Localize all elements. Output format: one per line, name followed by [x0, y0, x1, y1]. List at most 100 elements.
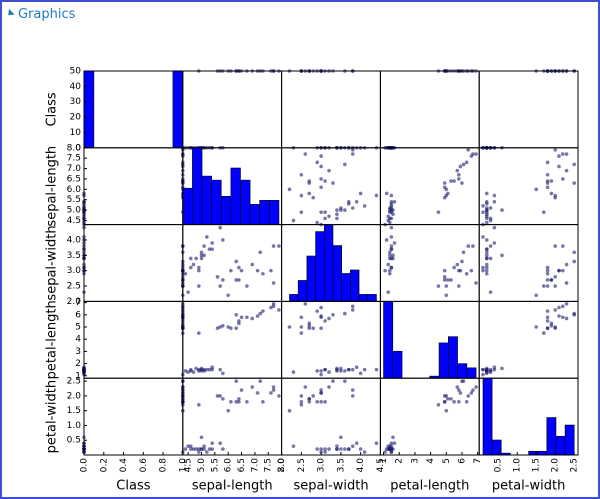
scatter-point — [331, 181, 335, 185]
scatter-point — [207, 367, 212, 372]
x-tick-label: 3.5 — [336, 458, 346, 472]
scatter-point — [319, 372, 323, 377]
scatter-point — [311, 326, 316, 331]
scatter-point — [466, 394, 471, 398]
scatter-point — [471, 244, 475, 248]
scatter-point — [457, 172, 461, 177]
scatter-point — [545, 265, 550, 270]
scatter-point — [343, 208, 347, 212]
scatter-point — [303, 152, 308, 156]
hist-bar — [259, 200, 270, 225]
scatter-point — [534, 325, 538, 329]
y-tick-label: 2.5 — [67, 282, 81, 292]
scatter-point — [319, 388, 323, 392]
scatter-point — [545, 319, 550, 323]
y-tick-label: 2.0 — [67, 391, 82, 401]
scatter-point — [339, 447, 343, 451]
x-tick-label: 6.0 — [224, 458, 234, 473]
panel-frame — [281, 70, 381, 149]
scatter-point — [237, 400, 241, 404]
scatter-point — [553, 244, 557, 248]
scatter-point — [389, 265, 394, 270]
hist-bar — [240, 179, 251, 225]
hist-bar — [201, 175, 212, 225]
scatter-point — [269, 391, 273, 395]
scatter-point — [186, 290, 190, 294]
scatter-point — [258, 250, 263, 255]
scatter-point — [362, 204, 367, 208]
scatter-point — [488, 244, 493, 248]
scatter-point — [327, 316, 331, 321]
y-tick-label: 3.0 — [67, 266, 82, 276]
scatter-point — [561, 315, 565, 320]
scatter-point — [315, 309, 319, 313]
panel-frame — [379, 147, 480, 226]
hist-bar — [448, 336, 458, 379]
scatter-point — [197, 284, 201, 288]
x-tick-label: 2 — [395, 458, 405, 464]
scatter-point — [391, 256, 395, 261]
y-tick-label: 4.0 — [67, 235, 82, 245]
scatter-point — [492, 241, 497, 245]
scatter-point — [553, 148, 557, 152]
scatter-point — [488, 256, 493, 261]
scatter-point — [218, 284, 222, 288]
scatter-point — [561, 244, 565, 248]
scatter-point — [557, 268, 561, 273]
scatter-point — [315, 400, 319, 404]
scatter-point — [189, 265, 193, 270]
scatter-point — [197, 331, 201, 335]
scatter-point — [234, 259, 239, 264]
scatter-point — [307, 326, 312, 331]
scatter-point — [564, 316, 569, 321]
scatter-point — [202, 447, 206, 451]
panel-frame — [182, 377, 283, 456]
scatter-point — [457, 284, 461, 288]
scatter-point — [202, 244, 206, 248]
x-tick-label: 1.0 — [178, 458, 188, 473]
scatter-point — [197, 265, 201, 270]
scatter-point — [323, 216, 327, 221]
panel-frame — [281, 300, 381, 379]
panel-frame — [478, 224, 579, 302]
scatter-point — [299, 400, 304, 404]
y-axis-label: sepal-width — [45, 225, 60, 300]
scatter-point — [271, 302, 276, 306]
panel-title: Graphics — [18, 7, 76, 22]
scatter-point — [210, 441, 214, 445]
scatter-point — [191, 262, 196, 267]
scatter-point — [460, 259, 464, 264]
scatter-point — [234, 278, 239, 282]
hist-bar — [289, 294, 299, 302]
panel-frame — [478, 377, 579, 456]
scatter-point — [271, 388, 276, 392]
x-tick-label: 3 — [410, 458, 420, 464]
scatter-point — [258, 379, 263, 383]
scatter-point — [226, 408, 230, 413]
scatter-point — [545, 278, 550, 282]
scatter-point — [291, 218, 296, 223]
scatter-point — [319, 305, 323, 310]
scatter-point — [210, 447, 214, 451]
scatter-point — [389, 447, 394, 451]
scatter-point — [197, 268, 201, 273]
hist-bar — [249, 204, 261, 225]
scatter-point — [485, 212, 489, 217]
scatter-point — [350, 148, 355, 152]
scatter-point — [485, 238, 489, 242]
scatter-point — [191, 447, 196, 451]
scatter-point — [485, 367, 489, 372]
scatter-point — [388, 250, 392, 255]
scatter-point — [239, 315, 244, 320]
scatter-point — [323, 450, 327, 454]
panel-frame — [182, 70, 283, 149]
scatter-point — [229, 400, 233, 404]
y-tick-label: 2.5 — [67, 377, 81, 387]
scatter-point — [215, 275, 220, 279]
scatter-point — [319, 400, 323, 404]
x-tick-label: 4.0 — [356, 458, 366, 473]
scatter-point — [481, 372, 485, 377]
scatter-point — [327, 447, 331, 451]
scatter-point — [557, 154, 561, 158]
scatter-point — [350, 444, 355, 448]
